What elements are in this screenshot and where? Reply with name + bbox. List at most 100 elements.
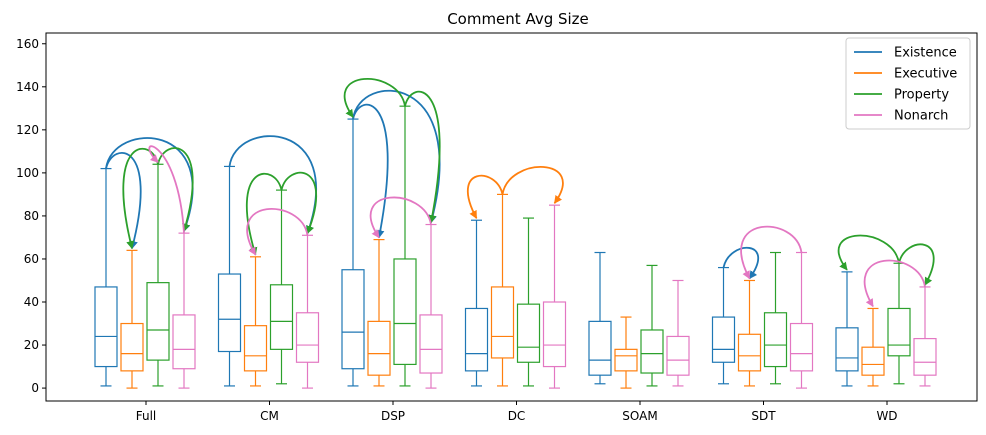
box-body [393,258,417,366]
x-tick-label: CM [260,409,279,423]
x-tick-label: WD [876,409,897,423]
legend-label: Nonarch [894,109,948,124]
arrow-property-to-nonarch [157,147,194,232]
box-body [861,346,885,376]
y-tick-label: 0 [31,381,39,395]
box-existence-sdt [711,266,736,385]
box-existence-soam [588,251,612,385]
x-axis: Full CM DSP DC SOAM SDT WD [136,401,898,423]
x-tick-label: SOAM [622,409,657,423]
arrow-property-to-executive [245,172,283,256]
box-body [367,320,391,376]
y-tick-label: 160 [16,37,39,51]
box-executive-cm [243,256,268,387]
box-body [146,282,170,361]
box-body [913,337,937,376]
box-property-dsp [393,105,417,387]
y-tick-label: 80 [24,209,39,223]
box-body [763,312,788,368]
y-tick-label: 140 [16,80,39,94]
box-executive-dsp [367,238,391,387]
arrow-property-to-nonarch [280,171,318,235]
box-body [789,322,814,372]
box-nonarch-soam [666,279,690,387]
box-existence-full [94,167,118,387]
legend-label: Existence [894,46,957,61]
box-body [120,322,144,372]
y-tick-label: 40 [24,295,39,309]
arrow-nonarch-to-executive [863,259,926,308]
box-body [588,320,612,376]
legend-box [845,37,971,130]
box-property-sdt [763,251,788,385]
box-body [666,335,690,376]
arrow-nonarch-to-executive [246,208,309,256]
arrow-property-to-existence [837,234,900,271]
box-body [614,348,638,372]
box-nonarch-dsp [419,223,443,389]
box-nonarch-sdt [789,251,814,389]
arrow-nonarch-to-property [148,145,185,234]
chart-title: Comment Avg Size [447,10,589,28]
box-body [94,286,118,368]
box-body [516,303,541,363]
box-series [94,105,937,389]
plot-frame [45,32,978,402]
box-existence-cm [217,165,242,387]
arrow-nonarch-to-executive [740,225,803,280]
legend: Existence Executive Property Nonarch [845,37,971,130]
arrow-property-to-nonarch [898,243,935,286]
arrow-existence-to-executive [105,152,142,250]
box-property-full [146,163,170,387]
arrow-executive-to-nonarch [501,166,564,204]
comparison-arrows [105,78,935,308]
arrow-nonarch-to-executive [369,196,432,239]
arrow-executive-to-existence [467,174,504,219]
y-tick-label: 100 [16,166,39,180]
x-tick-label: Full [136,409,157,423]
y-axis: 0 20 40 60 80 100 120 140 160 [16,37,46,395]
legend-label: Property [894,88,949,103]
arrow-property-to-nonarch [404,90,441,224]
arrow-existence-to-executive [722,247,759,280]
box-body [640,329,664,374]
box-body [711,316,736,363]
arrow-existence-to-nonarch [228,135,317,235]
box-existence-wd [835,271,859,387]
x-tick-label: SDT [751,409,776,423]
box-body [295,312,320,363]
box-body [542,301,567,368]
box-executive-soam [614,316,638,389]
box-body [464,307,489,372]
box-body [419,314,443,374]
box-body [490,286,515,359]
box-property-dc [516,217,541,387]
box-executive-wd [861,307,885,387]
arrow-existence-to-executive [352,103,389,239]
box-body [835,327,859,372]
box-body [341,269,365,370]
box-existence-dc [464,219,489,387]
box-nonarch-dc [542,204,567,389]
arrow-property-to-existence [343,78,406,118]
box-body [269,284,294,350]
box-executive-sdt [737,279,762,387]
y-tick-label: 20 [24,338,39,352]
box-property-cm [269,189,294,385]
box-body [887,307,911,357]
box-body [217,273,242,353]
arrow-existence-to-nonarch [352,90,441,224]
legend-label: Executive [894,67,957,82]
box-body [243,325,268,372]
box-property-soam [640,264,664,387]
box-existence-dsp [341,118,365,387]
box-executive-dc [490,193,515,387]
box-nonarch-cm [295,234,320,389]
y-tick-label: 60 [24,252,39,266]
y-tick-label: 120 [16,123,39,137]
x-tick-label: DSP [381,409,405,423]
box-body [737,333,762,372]
box-body [172,314,196,370]
box-nonarch-wd [913,286,937,387]
